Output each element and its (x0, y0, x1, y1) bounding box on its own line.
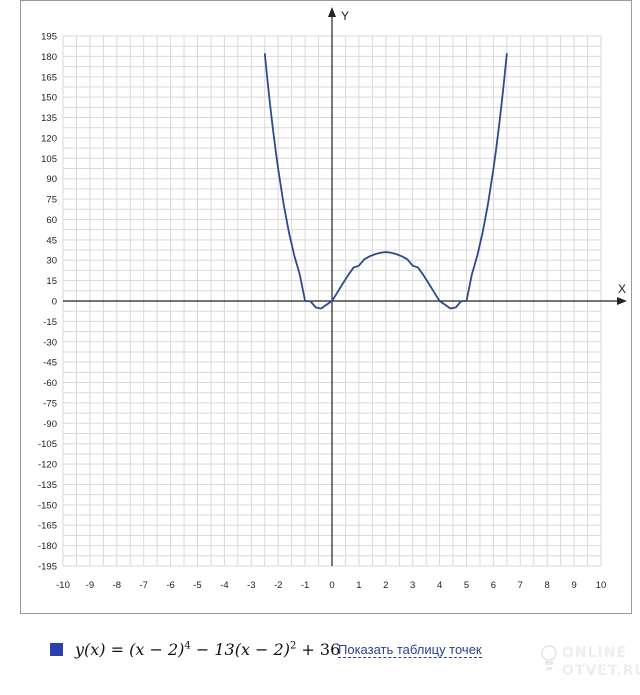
formula-lhs: y(x) = (x − 2) (75, 639, 185, 659)
function-plot: XY1951801651501351201059075604530150-15-… (38, 7, 627, 591)
legend-swatch (50, 642, 63, 656)
y-tick-label: 15 (46, 276, 57, 287)
watermark-line1: ONLINE (562, 645, 628, 661)
chart-frame: X Y 195 180 165 150 135 120 105 90 75 60 45 30 15 0 -15-… (20, 0, 632, 614)
y-tick-label: -90 (43, 419, 57, 430)
y-tick-label: 90 (46, 174, 57, 185)
x-tick-label: -3 (247, 580, 255, 591)
x-tick-label: 6 (491, 580, 496, 591)
y-tick-label: -150 (38, 500, 57, 511)
y-tick-label: -195 (38, 562, 57, 573)
y-tick-label: 45 (46, 235, 57, 246)
y-tick-label: 165 (41, 72, 57, 83)
x-axis-label: X (618, 282, 626, 296)
y-axis-arrow (328, 7, 336, 17)
legend: y(x) = (x − 2)4 − 13(x − 2)2 + 36 (50, 636, 340, 662)
y-tick-label: 120 (41, 133, 57, 144)
watermark: ONLINE OTVET.RU (540, 640, 640, 688)
x-tick-label: -9 (86, 580, 94, 591)
x-tick-label: 0 (329, 580, 334, 591)
y-tick-label: 105 (41, 154, 57, 165)
y-tick-label: 150 (41, 93, 57, 104)
formula-mid: − 13(x − 2) (190, 639, 290, 659)
y-tick-label: -45 (43, 358, 57, 369)
y-axis-label: Y (341, 9, 349, 23)
y-tick-label: -30 (43, 337, 57, 348)
formula-exp2: 2 (289, 640, 297, 652)
y-tick-label: 180 (41, 52, 57, 63)
x-tick-label: 10 (596, 580, 607, 591)
y-tick-label: -165 (38, 521, 57, 532)
lightbulb-icon (541, 645, 557, 670)
formula-exp1: 4 (184, 640, 191, 652)
y-tick-label: -180 (38, 541, 57, 552)
y-tick-label: -105 (38, 439, 57, 450)
y-tick-label: 60 (46, 215, 57, 226)
x-axis-arrow (617, 297, 627, 305)
x-tick-label: 7 (518, 580, 523, 591)
x-tick-label: -10 (56, 580, 70, 591)
show-points-table-link[interactable]: Показать таблицу точек (338, 642, 482, 658)
series-line-0 (263, 53, 508, 310)
y-tick-label: 30 (46, 256, 57, 267)
formula-rhs: + 36 (296, 639, 341, 659)
x-tick-label: -6 (166, 580, 174, 591)
x-tick-label: 1 (356, 580, 361, 591)
x-tick-label: -4 (220, 580, 228, 591)
y-tick-label: -135 (38, 480, 57, 491)
x-tick-label: -7 (139, 580, 147, 591)
y-tick-label: 195 (41, 32, 57, 43)
x-tick-label: 4 (437, 580, 442, 591)
y-tick-label: -75 (43, 398, 57, 409)
x-tick-label: 3 (410, 580, 415, 591)
x-tick-label: -2 (274, 580, 282, 591)
x-tick-label: 8 (545, 580, 550, 591)
y-tick-label: 135 (41, 113, 57, 124)
x-tick-label: 2 (383, 580, 388, 591)
watermark-line2: OTVET.RU (562, 663, 640, 679)
legend-formula: y(x) = (x − 2)4 − 13(x − 2)2 + 36 (75, 640, 340, 659)
y-tick-label: -15 (43, 317, 57, 328)
x-tick-label: -1 (301, 580, 309, 591)
y-tick-label: 75 (46, 195, 57, 206)
x-tick-label: -5 (193, 580, 201, 591)
x-tick-label: -8 (113, 580, 121, 591)
y-tick-label: 0 (52, 297, 57, 308)
x-tick-label: 5 (464, 580, 469, 591)
y-tick-label: -60 (43, 378, 57, 389)
y-tick-label: -120 (38, 460, 57, 471)
x-tick-label: 9 (571, 580, 576, 591)
